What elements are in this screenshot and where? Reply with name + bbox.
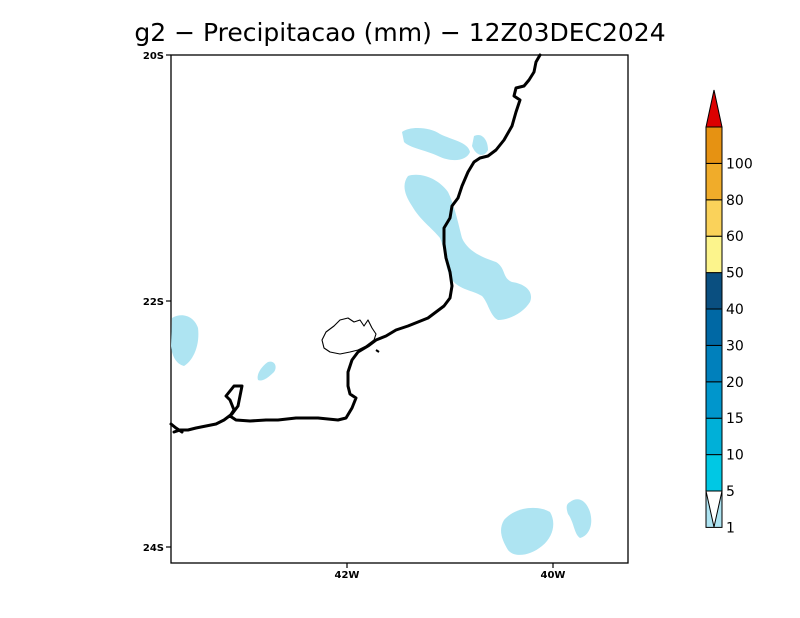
colorbar-top-arrow	[705, 89, 723, 128]
colorbar-label-50: 50	[726, 266, 744, 282]
colorbar-bottom-arrow	[705, 490, 723, 528]
lon-label-42w: 42W	[335, 570, 360, 581]
lat-label-24s: 24S	[143, 543, 164, 554]
map-frame	[170, 54, 629, 564]
colorbar-box-100	[705, 126, 723, 164]
lon-label-40w: 40W	[541, 570, 566, 581]
colorbar-box-60	[705, 199, 723, 237]
colorbar-label-10: 10	[726, 448, 744, 464]
colorbar-label-5: 5	[726, 484, 735, 500]
colorbar-box-15	[705, 381, 723, 419]
lat-label-20s: 20S	[143, 51, 164, 62]
colorbar-box-50	[705, 235, 723, 274]
colorbar-label-40: 40	[726, 302, 744, 318]
colorbar-label-60: 60	[726, 229, 744, 245]
municipality-boundary	[321, 317, 377, 355]
colorbar-label-100: 100	[726, 156, 753, 172]
colorbar-levels	[705, 126, 723, 528]
colorbar-box-80	[705, 162, 723, 201]
precip-area-west	[171, 315, 199, 366]
precip-area-offshore-north-1	[402, 128, 470, 161]
precip-area-small-inland	[257, 361, 276, 381]
lat-label-22s: 22S	[143, 297, 164, 308]
colorbar-label-80: 80	[726, 193, 744, 209]
colorbar-box-30	[705, 308, 723, 346]
precip-area-offshore-north-2	[472, 134, 488, 155]
precipitation-areas	[171, 128, 592, 555]
colorbar-box-10	[705, 417, 723, 456]
coastline	[172, 53, 542, 434]
colorbar-label-20: 20	[726, 375, 744, 391]
precip-area-southeast-1	[501, 507, 554, 555]
map-title: g2 − Precipitacao (mm) − 12Z03DEC2024	[134, 18, 665, 47]
precip-area-coast-band	[404, 174, 532, 320]
colorbar-box-5	[705, 454, 723, 492]
colorbar-label-30: 30	[726, 338, 744, 354]
colorbar-label-15: 15	[726, 411, 744, 427]
colorbar-box-40	[705, 272, 723, 310]
colorbar-box-20	[705, 344, 723, 383]
coastline-fragment-islet	[375, 349, 380, 353]
coastline-fragment-west	[169, 422, 184, 434]
colorbar-label-1: 1	[726, 520, 735, 536]
precip-area-southeast-2	[566, 499, 592, 538]
axis-ticks	[166, 54, 554, 568]
